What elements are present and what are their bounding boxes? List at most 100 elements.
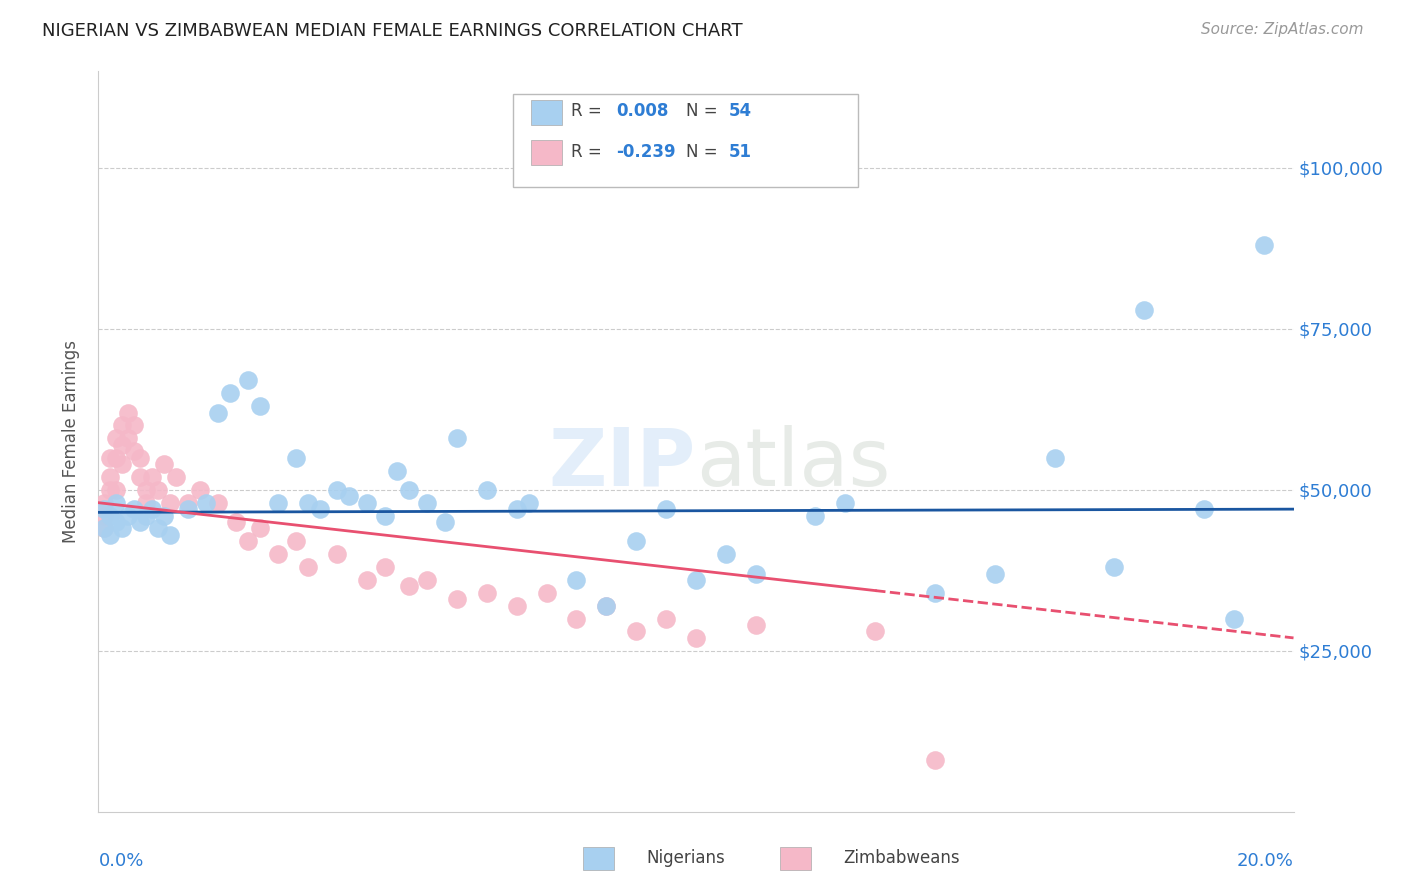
Point: [374, 508, 396, 523]
Point: [93, 496, 115, 510]
Point: [159, 528, 181, 542]
Text: NIGERIAN VS ZIMBABWEAN MEDIAN FEMALE EARNINGS CORRELATION CHART: NIGERIAN VS ZIMBABWEAN MEDIAN FEMALE EAR…: [42, 22, 742, 40]
Point: [111, 521, 134, 535]
Point: [284, 450, 307, 465]
Point: [159, 496, 181, 510]
Point: [536, 586, 558, 600]
Point: [117, 431, 139, 445]
Text: Zimbabweans: Zimbabweans: [844, 849, 960, 867]
Point: [685, 631, 707, 645]
Point: [416, 496, 439, 510]
Point: [98, 483, 122, 497]
Text: Nigerians: Nigerians: [647, 849, 725, 867]
Point: [1192, 502, 1215, 516]
Point: [446, 431, 468, 445]
Point: [129, 470, 152, 484]
Point: [434, 515, 457, 529]
Point: [626, 534, 648, 549]
Point: [565, 573, 588, 587]
Point: [124, 502, 146, 516]
Point: [267, 496, 290, 510]
Point: [924, 586, 946, 600]
Point: [249, 521, 271, 535]
Point: [93, 502, 115, 516]
Point: [105, 431, 128, 445]
Y-axis label: Median Female Earnings: Median Female Earnings: [62, 340, 80, 543]
Point: [153, 457, 176, 471]
Text: ZIP: ZIP: [548, 425, 696, 503]
Point: [326, 483, 349, 497]
Point: [595, 599, 617, 613]
Point: [475, 483, 498, 497]
Point: [326, 547, 349, 561]
Point: [565, 611, 588, 625]
Point: [141, 470, 163, 484]
Point: [98, 528, 122, 542]
Point: [249, 399, 271, 413]
Text: atlas: atlas: [696, 425, 890, 503]
Point: [98, 508, 122, 523]
Point: [1223, 611, 1246, 625]
Point: [506, 599, 529, 613]
Point: [105, 450, 128, 465]
Point: [374, 560, 396, 574]
Point: [148, 521, 170, 535]
Point: [284, 534, 307, 549]
Text: 20.0%: 20.0%: [1237, 853, 1294, 871]
Point: [984, 566, 1007, 581]
Point: [745, 618, 768, 632]
Point: [141, 502, 163, 516]
Point: [714, 547, 737, 561]
Point: [225, 515, 247, 529]
Point: [111, 438, 134, 452]
Point: [165, 470, 187, 484]
Point: [1104, 560, 1126, 574]
Point: [308, 502, 330, 516]
Point: [105, 515, 128, 529]
Point: [93, 521, 115, 535]
Point: [685, 573, 707, 587]
Point: [745, 566, 768, 581]
Point: [297, 496, 319, 510]
Point: [865, 624, 887, 639]
Point: [111, 457, 134, 471]
Point: [398, 483, 420, 497]
Point: [98, 450, 122, 465]
Point: [804, 508, 827, 523]
Point: [111, 418, 134, 433]
Point: [297, 560, 319, 574]
Point: [595, 599, 617, 613]
Point: [446, 592, 468, 607]
Point: [117, 406, 139, 420]
Point: [129, 450, 152, 465]
Point: [267, 547, 290, 561]
Point: [339, 489, 361, 503]
Point: [105, 483, 128, 497]
Text: Source: ZipAtlas.com: Source: ZipAtlas.com: [1201, 22, 1364, 37]
Point: [655, 611, 678, 625]
Point: [98, 470, 122, 484]
Text: 0.008: 0.008: [616, 103, 668, 120]
Point: [153, 508, 176, 523]
Point: [135, 496, 157, 510]
Point: [219, 386, 242, 401]
Text: 0.0%: 0.0%: [98, 853, 143, 871]
Point: [517, 496, 540, 510]
Point: [236, 534, 259, 549]
Point: [188, 483, 211, 497]
Point: [124, 444, 146, 458]
Point: [506, 502, 529, 516]
Point: [236, 373, 259, 387]
Text: 54: 54: [728, 103, 751, 120]
Point: [135, 508, 157, 523]
Point: [129, 515, 152, 529]
Point: [105, 496, 128, 510]
Point: [416, 573, 439, 587]
Text: R =: R =: [571, 143, 607, 161]
Point: [356, 496, 378, 510]
Point: [207, 406, 229, 420]
Point: [356, 573, 378, 587]
Point: [93, 521, 115, 535]
Point: [177, 496, 200, 510]
Point: [124, 418, 146, 433]
